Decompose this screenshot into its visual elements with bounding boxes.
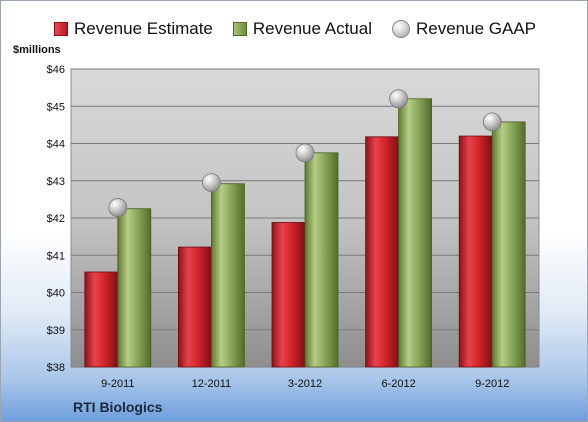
company-name: RTI Biologics xyxy=(73,399,163,415)
marker-revenue-gaap xyxy=(295,143,315,163)
y-tick-label: $39 xyxy=(47,325,65,337)
marker-revenue-gaap xyxy=(482,112,502,132)
bar-revenue-estimate xyxy=(271,222,306,368)
x-tick-label: 9-2011 xyxy=(101,378,134,390)
bar-revenue-estimate xyxy=(84,271,119,368)
x-tick-label: 6-2012 xyxy=(381,378,415,390)
y-axis-units-label: $millions xyxy=(13,44,61,56)
x-tick-label: 3-2012 xyxy=(288,378,322,390)
y-tick-label: $40 xyxy=(47,288,65,300)
legend-item-estimate: Revenue Estimate xyxy=(53,19,213,39)
y-tick-label: $45 xyxy=(47,101,65,113)
x-tick-label: 9-2012 xyxy=(475,378,509,390)
bar-revenue-actual xyxy=(210,183,245,368)
legend: Revenue Estimate Revenue Actual Revenue … xyxy=(1,15,587,43)
bar-revenue-estimate xyxy=(177,246,212,368)
bar-revenue-actual xyxy=(304,152,339,368)
bar-revenue-actual xyxy=(117,208,152,368)
y-tick-label: $43 xyxy=(47,176,65,188)
legend-swatch-gaap xyxy=(391,20,410,38)
marker-revenue-gaap xyxy=(389,89,409,109)
legend-label-estimate: Revenue Estimate xyxy=(73,19,213,38)
bar-revenue-estimate xyxy=(365,136,400,368)
bar-revenue-actual xyxy=(398,98,433,368)
marker-revenue-gaap xyxy=(108,198,128,217)
bar-revenue-estimate xyxy=(458,135,493,368)
legend-swatch-estimate xyxy=(53,22,68,36)
y-tick-label: $46 xyxy=(47,64,65,76)
legend-item-gaap: Revenue GAAP xyxy=(391,19,536,39)
legend-label-gaap: Revenue GAAP xyxy=(415,19,536,38)
y-tick-label: $42 xyxy=(47,213,65,225)
bar-revenue-actual xyxy=(491,121,526,368)
legend-swatch-actual xyxy=(232,22,247,36)
y-tick-label: $41 xyxy=(47,250,65,262)
x-tick-label: 12-2011 xyxy=(192,378,232,390)
legend-item-actual: Revenue Actual xyxy=(232,19,372,39)
y-tick-label: $44 xyxy=(47,139,65,151)
y-tick-label: $38 xyxy=(47,362,65,374)
legend-label-actual: Revenue Actual xyxy=(252,19,372,38)
marker-revenue-gaap xyxy=(201,173,221,193)
